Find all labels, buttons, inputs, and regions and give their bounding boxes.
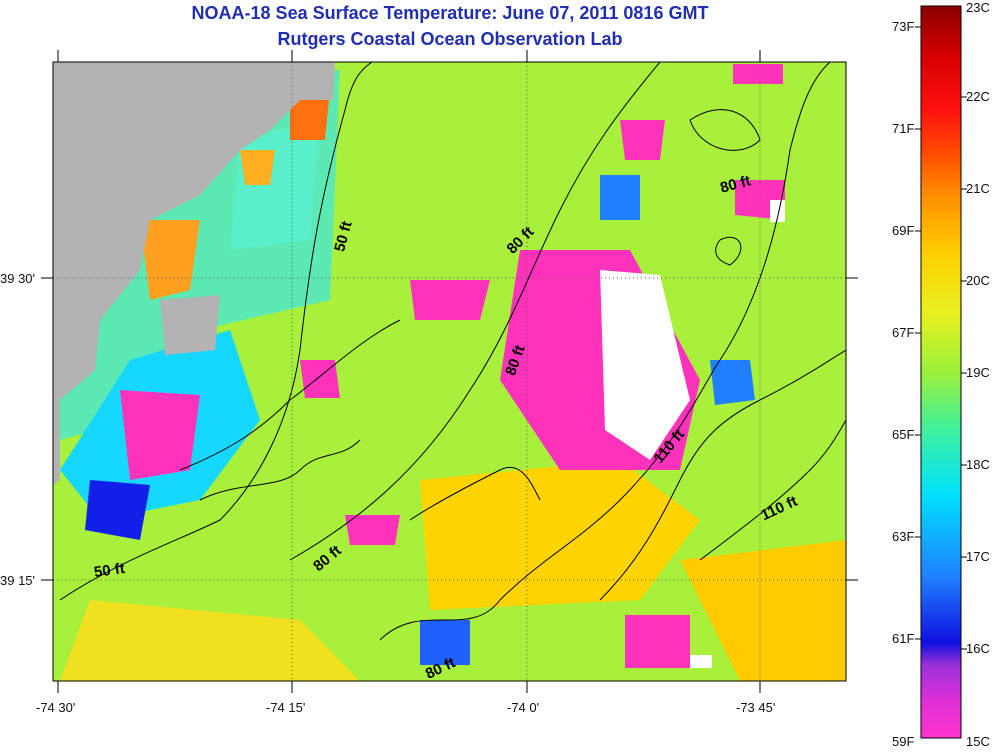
contour-50ft: [59, 62, 373, 601]
colorbar-label-c: 15C: [966, 734, 990, 749]
contour-80ft: [289, 62, 661, 561]
temperature-field: [53, 62, 846, 681]
warm-inlet-patch: [240, 150, 275, 185]
colorbar-label-f: 63F: [892, 529, 915, 544]
colorbar-label-f: 67F: [892, 325, 915, 340]
contour-line: [689, 109, 761, 151]
warm-inlet-patch: [290, 90, 330, 140]
cold-anomaly: [345, 515, 400, 545]
contour-110ft: [599, 349, 846, 601]
y-tick-label: 39 15': [0, 573, 36, 588]
land-area: [53, 62, 335, 485]
warm-water-patch: [420, 460, 700, 610]
warm-water-patch: [680, 540, 846, 681]
land-area: [160, 295, 220, 355]
colorbar-label-f: 61F: [892, 631, 915, 646]
chart-subtitle: Rutgers Coastal Ocean Observation Lab: [277, 29, 623, 49]
cold-anomaly: [733, 64, 783, 84]
bathymetry-contours: [59, 62, 846, 641]
cool-blue-patch: [85, 480, 150, 540]
cold-anomaly: [410, 280, 490, 320]
cold-anomaly: [620, 120, 665, 160]
cool-blue-patch: [710, 360, 755, 405]
y-tick-label: 39 30': [0, 271, 36, 286]
warm-water-patch: [60, 600, 360, 681]
cold-anomaly: [300, 360, 340, 398]
colorbar-label-c: 18C: [966, 457, 990, 472]
colorbar-label-f: 59F: [892, 734, 915, 749]
colorbar-ticks: [915, 26, 967, 650]
cold-anomaly: [625, 615, 690, 668]
colorbar-label-f: 65F: [892, 427, 915, 442]
warm-inlet-patch: [140, 220, 200, 300]
colorbar-label-c: 20C: [966, 273, 990, 288]
colorbar-label-c: 19C: [966, 365, 990, 380]
contour-line: [199, 439, 361, 501]
map-frame: [52, 61, 847, 682]
chart-title: NOAA-18 Sea Surface Temperature: June 07…: [191, 3, 709, 23]
colorbar-label-f: 73F: [892, 19, 915, 34]
x-tick-label: -74 15': [266, 700, 306, 715]
cool-blue-patch: [420, 620, 470, 665]
x-tick-label: -73 45': [736, 700, 776, 715]
colorbar-label-f: 69F: [892, 223, 915, 238]
colorbar-gradient: [920, 5, 962, 739]
no-data-area: [600, 270, 690, 460]
contour-80ft: [379, 62, 831, 641]
no-data-area: [770, 200, 785, 222]
colorbar-label-f: 71F: [892, 121, 915, 136]
contour-line: [179, 319, 401, 471]
axis-ticks: [41, 50, 858, 693]
x-tick-label: -74 0': [507, 700, 540, 715]
contour-110ft: [699, 419, 846, 561]
cold-anomaly: [120, 390, 200, 480]
colorbar-label-c: 21C: [966, 181, 990, 196]
colorbar-label-c: 22C: [966, 89, 990, 104]
colorbar-label-c: 23C: [966, 0, 990, 15]
colorbar-label-c: 17C: [966, 549, 990, 564]
contour-line: [715, 236, 742, 266]
no-data-area: [690, 655, 712, 668]
colorbar-label-c: 16C: [966, 641, 990, 656]
contour-line: [409, 466, 541, 521]
cool-blue-patch: [600, 175, 640, 220]
grid-lines: [53, 62, 846, 681]
x-tick-label: -74 30': [36, 700, 76, 715]
